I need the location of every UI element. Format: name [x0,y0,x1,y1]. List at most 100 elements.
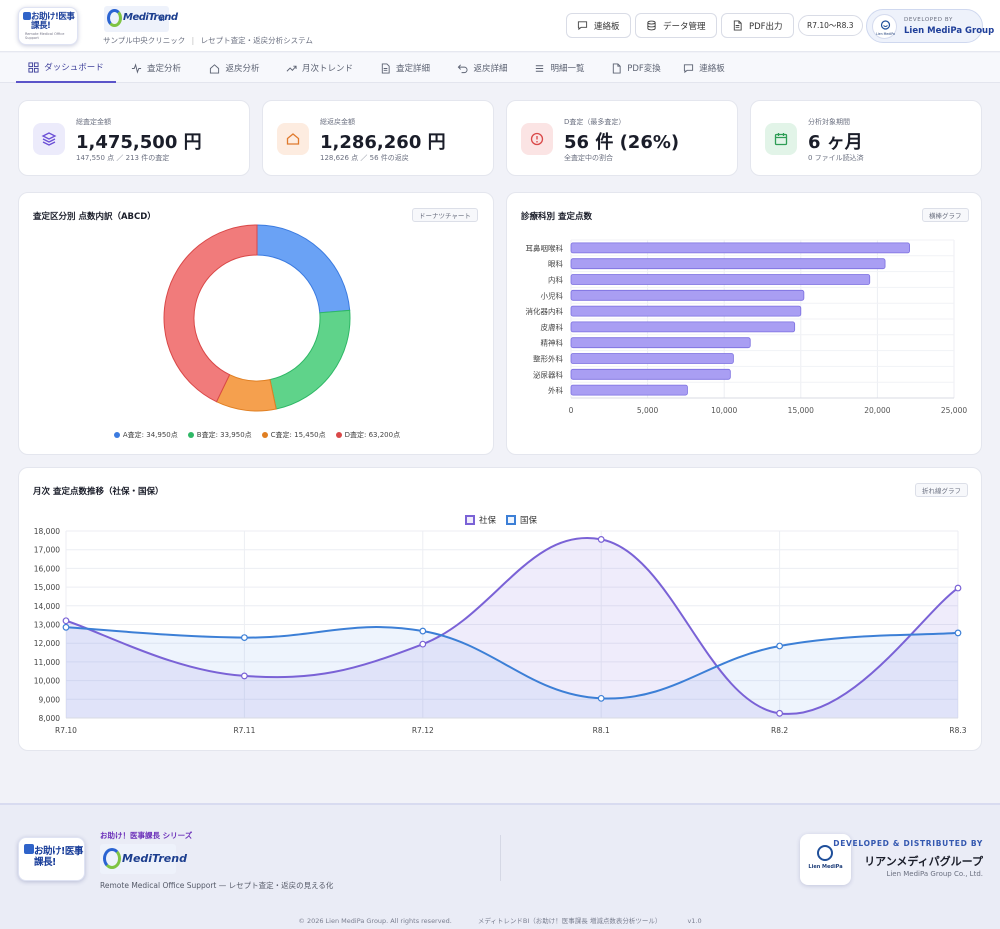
kpi-subtext: 128,626 点 ／ 56 件の返戻 [320,154,409,162]
line-x-tick: R8.1 [593,726,610,735]
line-series-1[interactable] [65,626,959,700]
kpi-label: D査定（最多査定） [564,118,626,126]
contact-board-button[interactable]: 連絡板 [566,13,631,38]
tab-6[interactable]: 明細一覧 [521,53,598,83]
monthly-trend-title: 月次 査定点数推移（社保・国保） [33,487,164,497]
file-icon [613,62,621,74]
bar-8[interactable] [570,368,731,380]
donut-legend-item[interactable]: A査定: 34,950点 [113,430,178,440]
app-header: お助け!医事課長! Remote Medical Office Support … [0,0,1000,52]
tab-4[interactable]: 査定詳細 [366,53,444,83]
footer-group-name: リアンメディパグループ [864,855,983,868]
bar-9[interactable] [570,384,688,396]
donut-legend-item[interactable]: D査定: 63,200点 [335,430,401,440]
app-logo[interactable]: お助け!医事課長! Remote Medical Office Support [18,7,78,45]
bar-chart-tag[interactable]: 横棒グラフ [922,208,969,222]
home-icon [277,123,309,155]
line-point[interactable] [954,629,962,637]
bar-5[interactable] [570,321,796,333]
legend-label: D査定: 63,200点 [344,431,401,439]
tab-label: 明細一覧 [550,64,585,74]
donut-legend-item[interactable]: C査定: 15,450点 [261,430,326,440]
kpi-card-1: 総返戻金額 1,286,260 円 128,626 点 ／ 56 件の返戻 [262,100,494,176]
tab-label: 査定分析 [146,64,181,74]
legend-dot-icon [261,432,268,438]
bar-1[interactable] [570,258,886,270]
tab-2[interactable]: 返戻分析 [196,53,273,83]
line-point[interactable] [776,709,783,717]
tab-7[interactable]: PDF変換 [598,53,674,83]
donut-chart-tag[interactable]: ドーナツチャート [412,208,478,222]
data-management-button[interactable]: データ管理 [635,13,717,38]
meditrend-logo-bi: BI [159,17,165,23]
line-point[interactable] [776,642,783,650]
donut-slice-1[interactable] [269,309,351,410]
contact-board-button-label: 連絡板 [594,21,620,32]
donut-slice-3[interactable] [163,224,258,403]
footer-logo-mark-icon [24,844,34,854]
line-series-0[interactable] [65,537,959,715]
tab-1[interactable]: 査定分析 [116,53,196,83]
tab-5[interactable]: 返戻詳細 [444,53,521,83]
donut-slice-0[interactable] [256,224,351,314]
kpi-label: 総査定金額 [76,118,111,126]
tab-8[interactable]: 連絡板 [674,53,734,83]
developer-badge: Lien MediPa DEVELOPED BY Lien MediPa Gro… [866,9,994,43]
line-point[interactable] [240,672,248,680]
line-point[interactable] [419,640,427,648]
bar-chart: 0 5,000 10,000 15,000 20,000 25,000 耳鼻咽喉科眼科内科小… [526,239,967,415]
database-icon [647,20,656,31]
footer-app-logo[interactable]: お助け!医事課長! [18,837,85,881]
line-point[interactable] [240,634,248,641]
lien-medipa-logo-icon: Lien MediPa [872,14,897,39]
tab-0[interactable]: ダッシュボード [16,53,116,83]
clinic-info: サンプル中央クリニック | レセプト査定・返戻分析システム [103,36,313,45]
line-y-tick: 14,000 [34,602,60,611]
assessment-breakdown-title: 査定区分別 点数内訳（ABCD） [33,212,156,222]
home-icon [210,63,220,74]
line-point[interactable] [597,536,605,543]
kpi-label: 分析対象期間 [808,118,850,126]
tab-3[interactable]: 月次トレンド [273,53,366,83]
line-y-tick: 10,000 [34,677,60,686]
line-point[interactable] [62,617,70,625]
bar-0[interactable] [570,242,910,254]
logo-text: お助け!医事課長! [31,12,75,31]
line-y-tick: 18,000 [34,527,60,536]
developed-by-label: DEVELOPED BY [904,17,953,23]
footer-series-label: お助け！医事課長 シリーズ [100,831,193,840]
footer-meditrend-logo: MediTrend [100,844,187,874]
tab-label: 連絡板 [699,64,725,74]
line-y-tick: 11,000 [34,658,60,667]
pulse-icon [131,62,142,74]
bar-4[interactable] [570,305,802,317]
calendar-icon [765,123,797,155]
tab-label: 査定詳細 [395,64,430,74]
bar-x-tick: 15,000 [788,406,814,415]
line-legend-item[interactable]: 社保 [464,514,496,526]
bar-2[interactable] [570,274,871,285]
line-point[interactable] [419,627,427,635]
layers-icon [33,123,65,155]
footer-lien-medipa-icon [817,845,833,861]
footer-copyright-line: © 2026 Lien MediPa Group. All rights res… [0,915,1000,925]
logo-subtext: Remote Medical Office Support [25,32,65,40]
line-chart-tag[interactable]: 折れ線グラフ [915,483,968,497]
line-point[interactable] [597,694,605,702]
line-point[interactable] [954,584,962,592]
main-nav: ダッシュボード 査定分析 返戻分析 月次トレンド 査定詳細 返戻詳細 明細一覧 PDF変換 連絡… [0,53,1000,83]
bar-7[interactable] [570,353,734,364]
donut-legend-item[interactable]: B査定: 33,950点 [187,430,252,440]
tab-label: 月次トレンド [301,64,353,74]
line-legend-item[interactable]: 国保 [506,514,537,526]
pdf-export-button[interactable]: PDF出力 [721,13,794,38]
bar-category-label: 内科 [548,275,563,285]
chat-icon [577,21,588,31]
bar-6[interactable] [570,337,751,349]
line-legend: 社保 国保 [19,514,983,526]
line-point[interactable] [62,623,70,631]
tool-name-text: メディトレンドBI（お助け！医事課長 増減点数表分析ツール） [477,917,662,925]
system-name: レセプト査定・返戻分析システム [200,36,313,45]
bar-3[interactable] [570,289,805,301]
bar-x-tick: 20,000 [864,406,890,415]
